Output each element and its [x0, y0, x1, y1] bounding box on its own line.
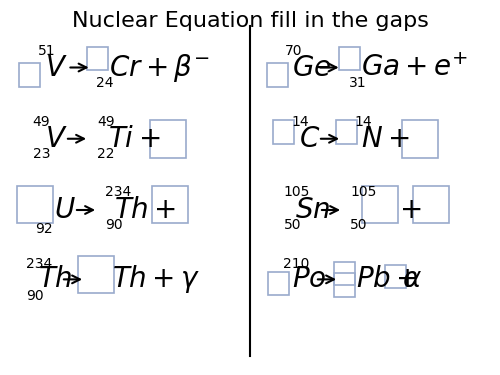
Bar — [17, 186, 53, 223]
Text: $N +$: $N +$ — [361, 125, 410, 153]
Text: 92: 92 — [35, 222, 52, 236]
Bar — [152, 186, 188, 223]
Text: 90: 90 — [26, 290, 44, 303]
Text: 90: 90 — [105, 218, 122, 232]
Text: $Pb+$: $Pb+$ — [356, 266, 418, 293]
Text: $Ge$: $Ge$ — [292, 54, 332, 81]
Bar — [274, 120, 294, 144]
Text: 105: 105 — [284, 186, 310, 200]
Text: 49: 49 — [98, 116, 115, 129]
Text: $Th + \gamma$: $Th + \gamma$ — [112, 263, 200, 296]
Bar — [78, 256, 114, 293]
Text: $Sn$: $Sn$ — [295, 196, 330, 224]
Text: $Cr + \beta^{-}$: $Cr + \beta^{-}$ — [109, 51, 210, 84]
Bar — [334, 262, 355, 285]
Bar — [20, 63, 40, 87]
Bar — [384, 265, 406, 288]
Text: 234: 234 — [105, 186, 131, 200]
Text: 23: 23 — [32, 147, 50, 161]
Text: $Po$: $Po$ — [292, 266, 326, 293]
Text: 105: 105 — [350, 186, 376, 200]
Text: $V$: $V$ — [45, 125, 68, 153]
Text: 210: 210 — [282, 257, 309, 271]
Text: $Th+$: $Th+$ — [114, 196, 176, 224]
Text: 24: 24 — [96, 76, 114, 90]
Text: 14: 14 — [292, 116, 309, 129]
Text: 70: 70 — [285, 44, 302, 58]
Text: 49: 49 — [32, 116, 50, 129]
Text: 50: 50 — [350, 218, 368, 232]
Text: 22: 22 — [98, 147, 115, 161]
Bar — [150, 120, 186, 158]
Bar — [334, 273, 355, 297]
Text: $\alpha$: $\alpha$ — [402, 266, 422, 293]
Bar — [267, 63, 288, 87]
Text: 50: 50 — [284, 218, 301, 232]
Bar — [268, 272, 289, 295]
Text: 51: 51 — [38, 44, 55, 58]
Text: 31: 31 — [348, 76, 366, 90]
Bar — [413, 186, 449, 223]
Bar — [402, 120, 438, 158]
Text: $C$: $C$ — [299, 125, 320, 153]
Text: $U$: $U$ — [54, 196, 76, 224]
Bar — [362, 186, 398, 223]
Bar — [87, 46, 108, 70]
Bar — [340, 46, 360, 70]
Text: 14: 14 — [354, 116, 372, 129]
Bar — [336, 120, 357, 144]
Text: $Ga + e^{+}$: $Ga + e^{+}$ — [361, 54, 469, 81]
Text: $+$: $+$ — [399, 196, 421, 224]
Text: Nuclear Equation fill in the gaps: Nuclear Equation fill in the gaps — [72, 11, 428, 31]
Text: $Ti +$: $Ti +$ — [108, 125, 160, 153]
Text: 234: 234 — [26, 257, 52, 271]
Text: $Th$: $Th$ — [38, 266, 72, 293]
Text: $V$: $V$ — [45, 54, 68, 81]
